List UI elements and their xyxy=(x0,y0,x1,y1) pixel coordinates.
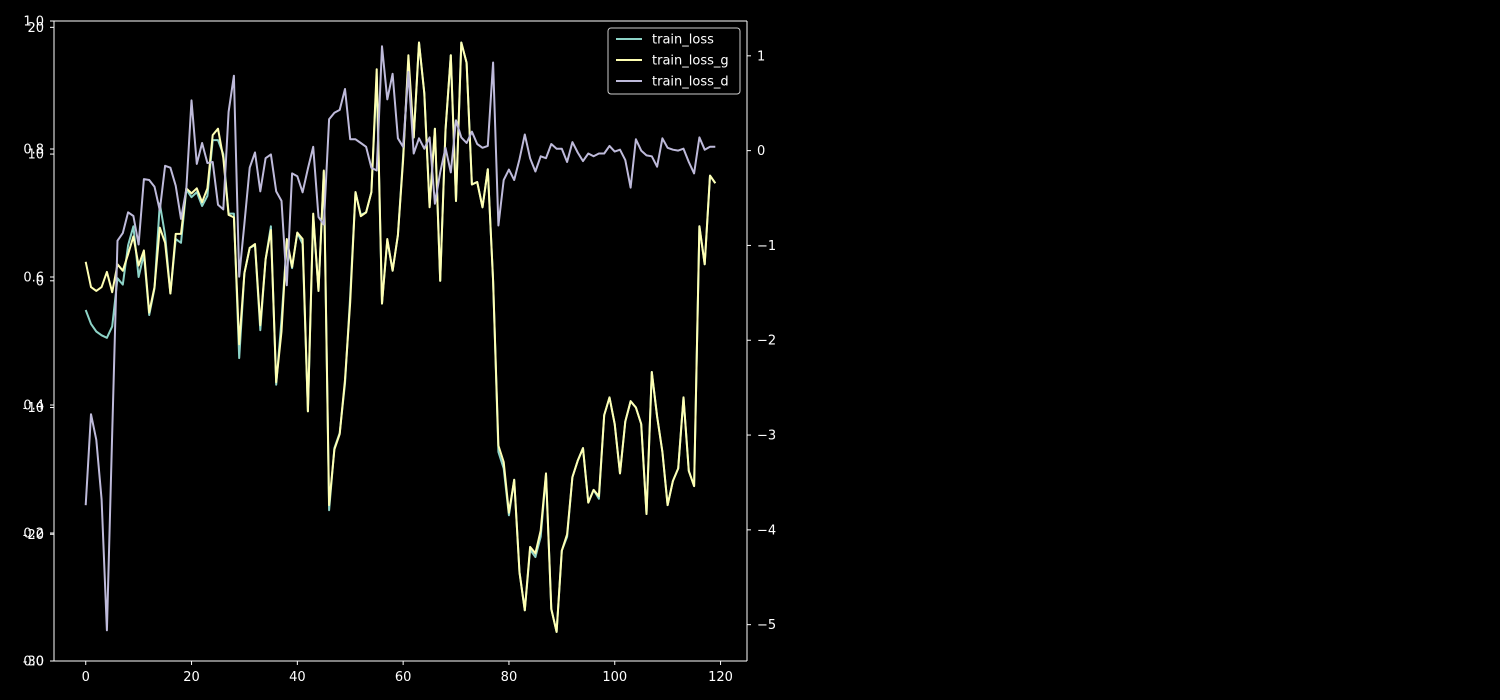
legend: train_loss train_loss_g train_loss_d xyxy=(607,27,741,95)
y-axis-left-ticks: -30 -20 -10 0 10 20 xyxy=(23,21,54,670)
x-tick-label: 100 xyxy=(602,670,627,685)
legend-entry-label: train_loss_g xyxy=(652,54,729,69)
y-tick-label-left: -30 xyxy=(23,655,44,670)
x-tick-label: 20 xyxy=(183,670,200,685)
series-line-train-loss-g xyxy=(84,41,717,633)
y-axis-base-ticks: 0.0 0.2 0.4 0.6 0.8 1.0 xyxy=(23,15,54,670)
y-tick-label-left: -10 xyxy=(23,401,44,416)
x-tick-label: 0 xyxy=(82,670,90,685)
series-line-train-loss-d xyxy=(84,45,716,632)
x-tick-label: 120 xyxy=(708,670,733,685)
y-tick-label-left: 0 xyxy=(36,274,44,289)
y-tick-label-right: 0 xyxy=(757,144,765,159)
y-tick-label-left: 20 xyxy=(27,21,44,36)
y-tick-label-base: 0.2 xyxy=(23,527,44,542)
x-tick-label: 80 xyxy=(501,670,518,685)
y-tick-label-base: 0.4 xyxy=(23,399,44,414)
y-tick-label-right: 1 xyxy=(757,49,765,64)
y-tick-label-right: −4 xyxy=(757,523,776,538)
y-tick-label-base: 0.0 xyxy=(23,655,44,670)
legend-box xyxy=(607,27,741,95)
y-tick-label-right: −3 xyxy=(757,429,776,444)
legend-entry-label: train_loss_d xyxy=(652,75,729,90)
y-tick-label-left: 10 xyxy=(27,148,44,163)
y-tick-label-base: 1.0 xyxy=(23,15,44,30)
y-tick-label-right: −5 xyxy=(757,618,776,633)
x-axis-ticks: 0 20 40 60 80 100 120 xyxy=(82,661,733,685)
y-tick-label-left: -20 xyxy=(23,528,44,543)
x-tick-label: 40 xyxy=(289,670,306,685)
legend-entry-label: train_loss xyxy=(652,33,714,48)
y-tick-label-right: −2 xyxy=(757,334,776,349)
x-tick-label: 60 xyxy=(395,670,412,685)
y-tick-label-base: 0.6 xyxy=(23,271,44,286)
axes-frame xyxy=(53,20,748,662)
series-lines xyxy=(84,41,717,633)
y-tick-label-right: −1 xyxy=(757,239,776,254)
y-tick-label-base: 0.8 xyxy=(23,143,44,158)
y-axis-right-ticks: −5 −4 −3 −2 −1 0 1 xyxy=(747,49,776,633)
